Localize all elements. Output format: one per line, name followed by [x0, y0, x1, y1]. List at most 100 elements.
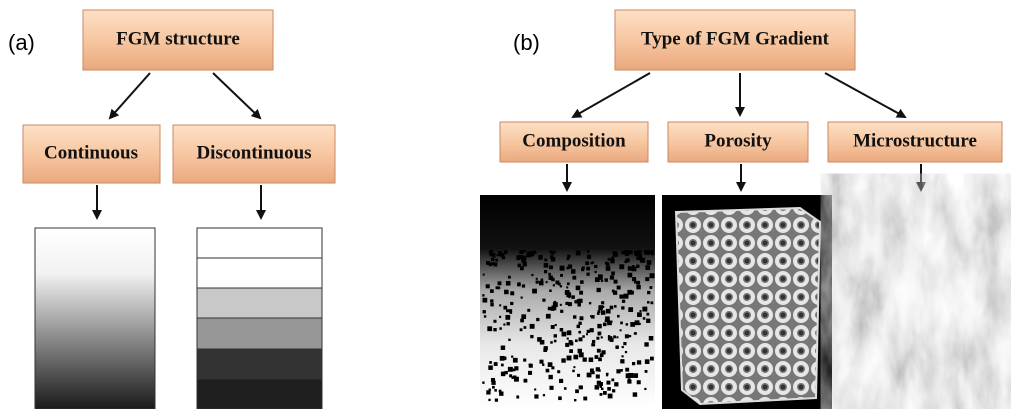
particle — [536, 318, 539, 321]
particle — [523, 359, 526, 362]
particle — [597, 381, 601, 385]
particle — [620, 329, 622, 331]
particle — [614, 305, 617, 308]
particle — [587, 255, 591, 259]
particle — [596, 337, 599, 340]
particle — [524, 250, 526, 252]
particle — [520, 319, 524, 323]
particle — [513, 358, 518, 363]
particle — [619, 264, 624, 269]
particle — [550, 278, 552, 280]
particle — [625, 351, 627, 353]
particle — [488, 365, 493, 370]
particle — [536, 281, 539, 284]
particle — [560, 328, 563, 331]
particle — [522, 284, 525, 287]
particle — [520, 250, 523, 253]
particle — [636, 281, 640, 285]
particle — [539, 360, 543, 364]
particle — [560, 274, 563, 277]
particle — [628, 266, 632, 270]
particle — [604, 278, 607, 281]
particle — [493, 320, 496, 323]
particle — [549, 250, 552, 253]
particle — [551, 305, 556, 310]
arrow — [213, 73, 260, 118]
particle — [632, 267, 637, 272]
particle — [534, 394, 538, 398]
particle — [628, 273, 633, 278]
particle — [621, 251, 624, 254]
node: FGM structure — [83, 10, 273, 70]
particle — [575, 339, 578, 342]
particle — [534, 388, 536, 390]
particle — [568, 330, 571, 333]
particle — [623, 342, 626, 345]
particle — [565, 302, 568, 305]
particle — [567, 255, 570, 258]
particle — [509, 374, 512, 377]
particle — [581, 268, 584, 271]
node: Composition — [500, 122, 648, 162]
particle — [511, 356, 513, 358]
particle — [487, 326, 492, 331]
node: Discontinuous — [173, 125, 335, 183]
particle — [564, 387, 567, 390]
particle — [544, 270, 547, 273]
particle — [540, 340, 545, 345]
particle — [646, 319, 650, 323]
particle — [521, 314, 526, 319]
particle — [608, 394, 613, 399]
particle — [546, 281, 548, 283]
particle — [650, 286, 653, 289]
particle — [585, 261, 589, 265]
particle — [625, 368, 629, 372]
particle — [572, 276, 576, 280]
particle — [528, 371, 532, 375]
continuous-gradient — [35, 228, 155, 409]
particle — [592, 340, 595, 343]
particle — [553, 284, 555, 286]
particle — [587, 330, 590, 333]
particle — [502, 372, 505, 375]
particle — [612, 389, 615, 392]
particle — [524, 326, 527, 329]
particle — [521, 296, 523, 298]
particle — [579, 385, 583, 389]
particle — [548, 362, 553, 367]
node-label: Microstructure — [853, 130, 977, 151]
particle — [577, 250, 579, 252]
particle — [637, 312, 642, 317]
particle — [630, 291, 634, 295]
particle — [573, 355, 578, 360]
particle — [500, 356, 505, 361]
particle — [490, 289, 494, 293]
particle — [637, 360, 641, 364]
arrow — [825, 73, 905, 117]
particle — [614, 382, 618, 386]
particle — [489, 361, 492, 364]
layered-gradient — [197, 228, 322, 409]
particle — [590, 262, 592, 264]
particle — [560, 304, 562, 306]
particle — [505, 315, 510, 320]
particle — [624, 260, 627, 263]
particle — [494, 389, 497, 392]
particle — [598, 274, 603, 279]
particle — [594, 265, 597, 268]
particle — [503, 323, 505, 325]
diagram: (a) FGM structure Continuous Discontinuo… — [0, 0, 1011, 409]
particle — [510, 302, 513, 305]
particle — [639, 310, 641, 312]
particle — [544, 263, 549, 268]
particle — [606, 266, 611, 271]
particle — [543, 348, 547, 352]
particle — [571, 269, 576, 274]
particle — [573, 315, 576, 318]
particle — [629, 335, 631, 337]
particle — [597, 312, 600, 315]
particle — [560, 266, 565, 271]
particle — [591, 371, 594, 374]
particle — [548, 273, 551, 276]
node-label: Continuous — [44, 142, 138, 163]
